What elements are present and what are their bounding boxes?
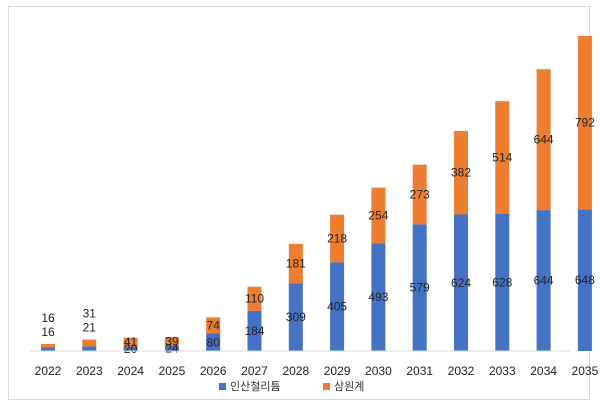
data-label-ncm-2028: 181 <box>286 257 306 271</box>
x-tick-2024: 2024 <box>117 364 144 378</box>
data-label-ncm-2027: 110 <box>245 292 264 306</box>
bar-lfp-2033 <box>495 213 510 351</box>
data-label-lfp-2026: 80 <box>207 335 221 349</box>
data-label-lfp-2023: 21 <box>83 321 97 335</box>
bar-lfp-2034 <box>536 210 551 351</box>
bar-lfp-2035 <box>577 209 592 351</box>
x-tick-2032: 2032 <box>448 364 475 378</box>
x-tick-2034: 2034 <box>530 364 557 378</box>
bar-ncm-2029 <box>330 214 345 263</box>
bars-layer <box>41 36 592 351</box>
data-label-lfp-2030: 493 <box>368 290 388 304</box>
x-tick-labels: 2022 2023 2024 2025 2026 2027 2028 2029 2030 2031… <box>35 364 599 378</box>
bar-lfp-2022 <box>41 347 55 351</box>
x-tick-2035: 2035 <box>572 364 599 378</box>
data-label-ncm-2022: 16 <box>41 311 55 325</box>
legend-swatch-lfp <box>219 383 226 390</box>
bar-ncm-2025 <box>164 337 179 346</box>
x-tick-2025: 2025 <box>159 364 186 378</box>
bar-ncm-2022 <box>41 344 55 348</box>
data-label-lfp-2028: 309 <box>286 310 306 324</box>
x-tick-2026: 2026 <box>200 364 227 378</box>
bar-lfp-2024 <box>123 346 138 351</box>
data-label-ncm-2025: 39 <box>165 334 179 348</box>
x-tick-2022: 2022 <box>35 364 62 378</box>
data-label-lfp-2025: 24 <box>165 341 179 355</box>
bar-ncm-2031 <box>412 164 427 225</box>
bar-ncm-2035 <box>577 36 592 210</box>
data-label-ncm-2026: 74 <box>207 318 221 332</box>
data-label-lfp-2032: 624 <box>451 276 471 290</box>
bar-ncm-2034 <box>536 69 551 211</box>
data-label-ncm-2034: 644 <box>534 133 554 147</box>
bar-lfp-2028 <box>288 283 303 351</box>
bar-lfp-2029 <box>330 262 345 351</box>
x-tick-2023: 2023 <box>76 364 103 378</box>
legend: 인산철리튬 삼원계 <box>219 380 364 393</box>
data-label-ncm-2032: 382 <box>451 166 471 180</box>
bar-ncm-2028 <box>288 243 303 284</box>
data-label-ncm-2024: 41 <box>124 335 138 349</box>
bar-lfp-2026 <box>206 333 221 351</box>
data-label-lfp-2035: 648 <box>575 273 595 287</box>
data-label-lfp-2022: 16 <box>41 325 55 339</box>
bar-lfp-2023 <box>82 346 97 351</box>
data-label-lfp-2033: 628 <box>492 275 512 289</box>
bar-ncm-2032 <box>454 130 468 215</box>
data-label-ncm-2029: 218 <box>327 232 347 246</box>
bar-ncm-2033 <box>495 101 510 214</box>
data-label-lfp-2029: 405 <box>327 300 347 314</box>
data-label-ncm-2033: 514 <box>492 150 512 164</box>
bar-lfp-2031 <box>412 224 427 351</box>
x-tick-2028: 2028 <box>282 364 309 378</box>
bar-ncm-2027 <box>247 286 262 311</box>
x-tick-2027: 2027 <box>241 364 268 378</box>
bar-ncm-2030 <box>371 187 386 244</box>
data-label-ncm-2030: 254 <box>368 208 388 222</box>
x-tick-2031: 2031 <box>406 364 433 378</box>
bar-lfp-2030 <box>371 243 386 351</box>
data-label-lfp-2034: 644 <box>534 274 554 288</box>
x-tick-2033: 2033 <box>489 364 516 378</box>
x-tick-2030: 2030 <box>365 364 392 378</box>
legend-label-lfp: 인산철리튬 <box>230 380 281 393</box>
data-label-lfp-2027: 184 <box>244 324 264 338</box>
legend-swatch-ncm <box>323 383 330 390</box>
data-label-ncm-2035: 792 <box>575 116 595 130</box>
bar-ncm-2024 <box>123 337 138 347</box>
data-label-lfp-2024: 20 <box>124 342 138 356</box>
data-label-ncm-2023: 31 <box>83 307 97 321</box>
x-tick-2029: 2029 <box>324 364 351 378</box>
bar-ncm-2026 <box>206 317 221 334</box>
bar-lfp-2025 <box>164 345 179 351</box>
data-label-ncm-2031: 273 <box>410 187 430 201</box>
data-label-lfp-2031: 579 <box>410 281 430 295</box>
bar-lfp-2032 <box>454 214 468 351</box>
bar-ncm-2023 <box>82 339 97 347</box>
bar-lfp-2027 <box>247 310 262 351</box>
legend-label-ncm: 삼원계 <box>334 380 364 393</box>
